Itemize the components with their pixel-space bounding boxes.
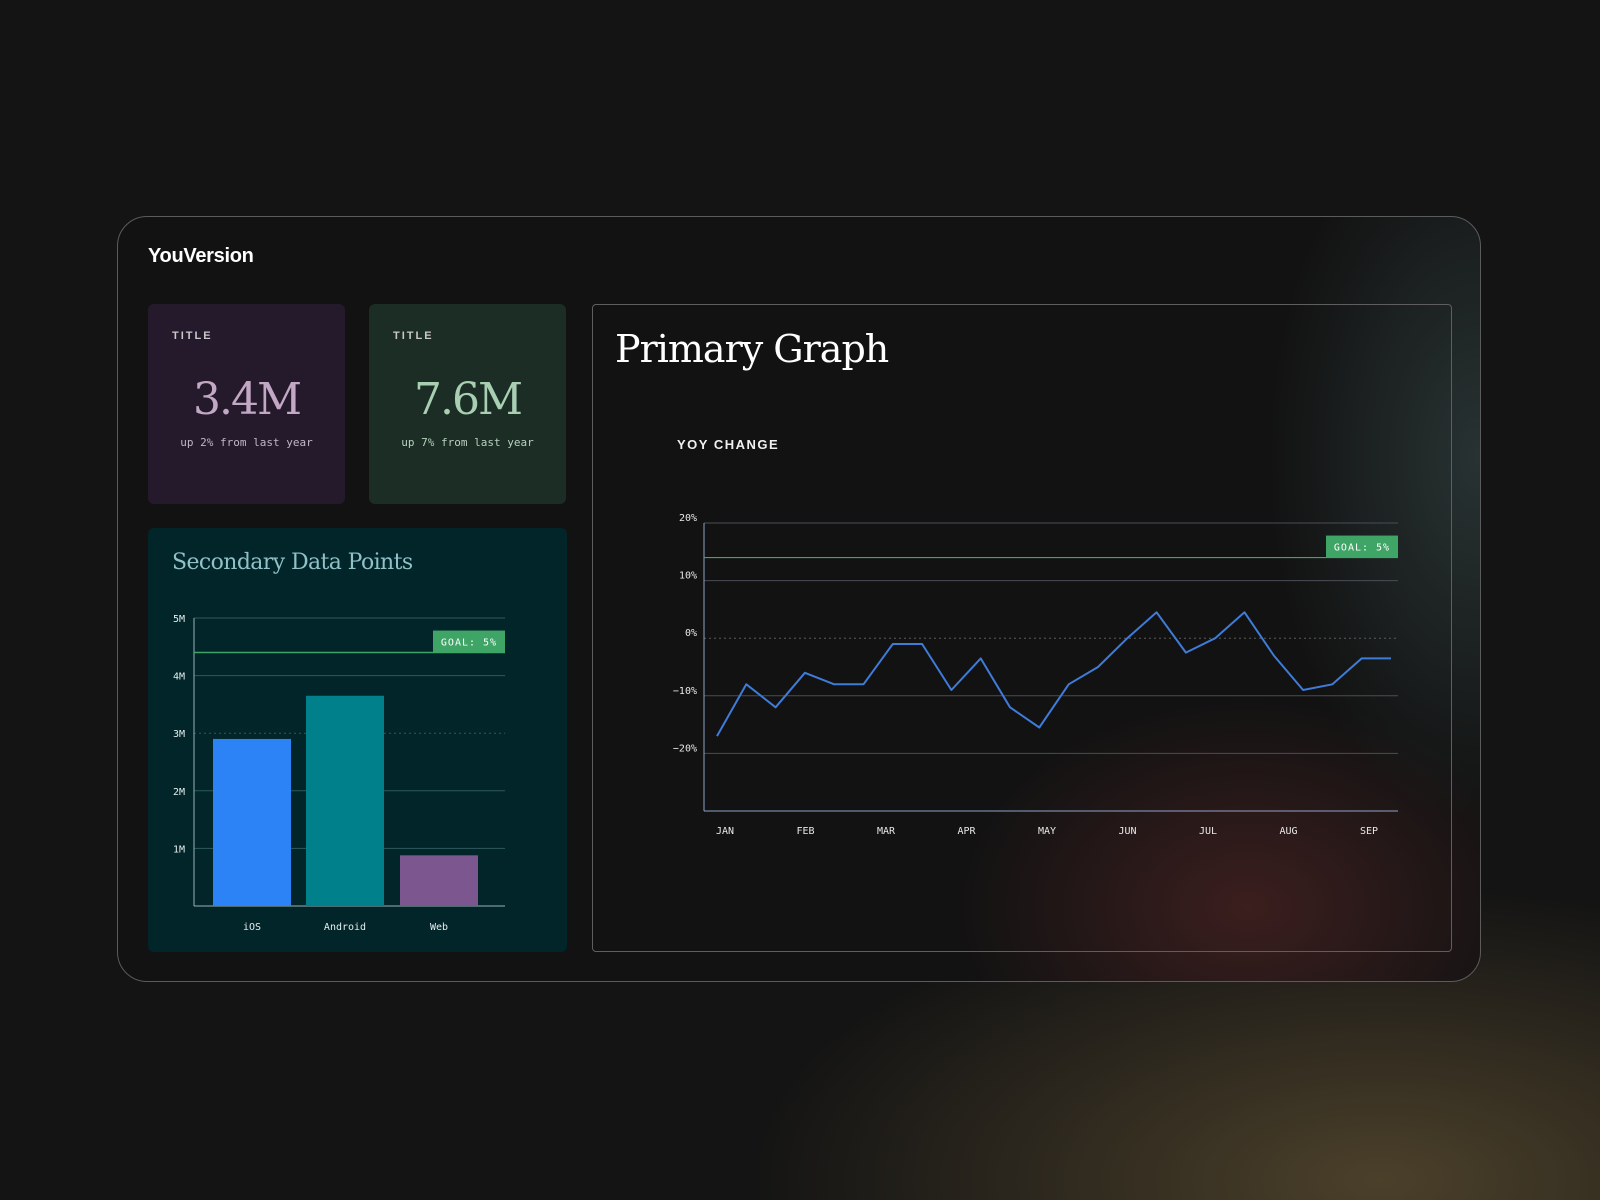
primary-chart-card: Primary Graph YOY CHANGE 20% 10% 0% −10% −20… <box>592 304 1452 952</box>
line-series-yoy-change <box>716 611 1391 737</box>
primary-chart-title: Primary Graph <box>615 327 889 371</box>
line-goal-badge <box>1326 535 1398 558</box>
line-x-tick-label: JUN <box>1118 826 1136 837</box>
line-x-tick-label: APR <box>957 826 976 837</box>
line-x-tick-label: MAR <box>877 826 896 837</box>
dashboard-frame: YouVersion TITLE 3.4M up 2% from last ye… <box>117 216 1481 982</box>
bar-y-tick-label: 4M <box>173 672 185 683</box>
line-y-tick-label: 20% <box>679 513 697 524</box>
stat-card-value: 3.4M <box>192 374 302 425</box>
line-x-tick-label: FEB <box>796 826 814 837</box>
line-y-tick-label: −20% <box>673 743 697 754</box>
line-x-tick-label: AUG <box>1279 826 1297 837</box>
line-x-tick-label: MAY <box>1038 826 1056 837</box>
line-x-tick-label: JAN <box>716 826 734 837</box>
bar-x-tick-label: Android <box>324 922 366 933</box>
bar-x-tick-label: Web <box>430 922 448 933</box>
stat-card-1: TITLE 3.4M up 2% from last year <box>148 304 345 504</box>
bar-goal-badge <box>433 630 505 653</box>
bar-ios <box>213 738 291 906</box>
stat-card-change: up 2% from last year <box>180 436 313 449</box>
primary-chart-subtitle: YOY CHANGE <box>677 437 780 452</box>
line-y-tick-label: 10% <box>679 571 697 582</box>
line-x-tick-label: JUL <box>1199 826 1217 837</box>
secondary-chart-card: Secondary Data Points 5M 4M 3M 2M 1M GOAL: 5%… <box>148 528 567 952</box>
bar-web <box>400 855 478 906</box>
brand-logo: YouVersion <box>148 245 254 267</box>
bar-x-tick-label: iOS <box>243 922 261 933</box>
line-goal-label: GOAL: 5% <box>1334 543 1390 554</box>
bar-y-tick-label: 5M <box>173 614 185 625</box>
bar-y-tick-label: 3M <box>173 729 185 740</box>
line-x-tick-label: SEP <box>1360 826 1378 837</box>
bar-goal-label: GOAL: 5% <box>441 638 497 649</box>
line-y-tick-label: 0% <box>685 628 697 639</box>
line-chart: 20% 10% 0% −10% −20% GOAL: 5% JAN FEB MAR APR MAY J… <box>673 513 1398 837</box>
stat-card-label: TITLE <box>172 330 213 342</box>
bar-android <box>306 695 384 906</box>
stat-card-2: TITLE 7.6M up 7% from last year <box>369 304 566 504</box>
secondary-chart-title: Secondary Data Points <box>172 550 413 575</box>
bar-chart: 5M 4M 3M 2M 1M GOAL: 5% iOS Android Web <box>173 614 505 933</box>
line-y-tick-label: −10% <box>673 686 697 697</box>
bar-y-tick-label: 1M <box>173 844 185 855</box>
stat-card-label: TITLE <box>393 330 434 342</box>
stat-card-change: up 7% from last year <box>401 436 534 449</box>
stat-card-value: 7.6M <box>413 374 523 425</box>
bar-y-tick-label: 2M <box>173 787 185 798</box>
